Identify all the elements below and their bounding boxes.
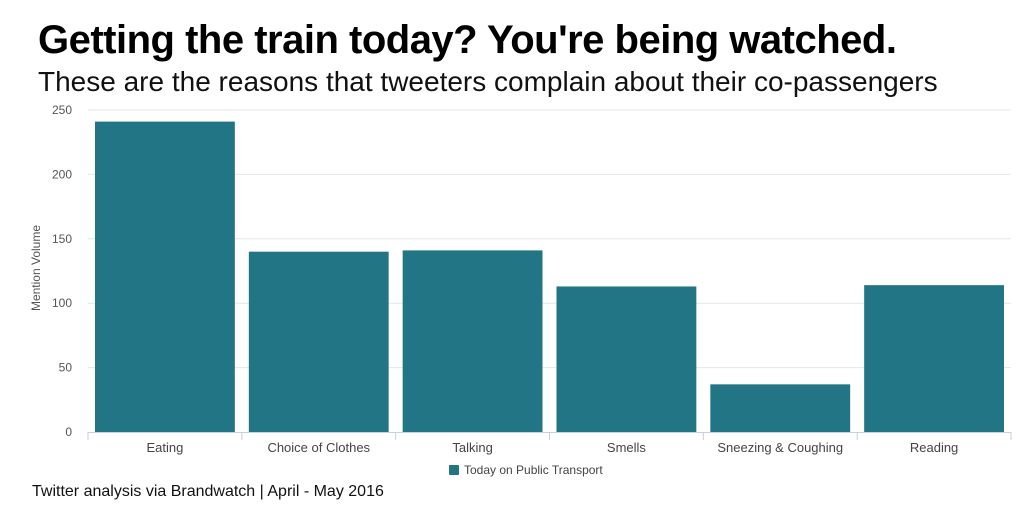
x-tick-label: Smells (607, 440, 647, 455)
y-tick-label: 150 (52, 232, 72, 246)
bar-eating[interactable] (95, 121, 235, 432)
legend[interactable]: Today on Public Transport (449, 463, 603, 477)
bar-talking[interactable] (402, 250, 543, 432)
x-tick-label: Eating (146, 440, 183, 455)
y-tick-label: 200 (52, 167, 72, 181)
bar-smells[interactable] (556, 286, 697, 432)
x-axis: Eating Choice of Clothes Talking Smells Snee… (87, 432, 1012, 455)
y-tick-label: 50 (59, 361, 73, 375)
bar-choice-of-clothes[interactable] (248, 251, 389, 432)
y-tick-label: 0 (65, 425, 72, 439)
y-axis-ticks: 0 50 100 150 200 250 (52, 103, 72, 439)
y-tick-label: 100 (52, 296, 72, 310)
legend-swatch (449, 465, 459, 475)
bar-reading[interactable] (864, 285, 1004, 432)
bar-series (95, 121, 1004, 432)
chart-subtitle: These are the reasons that tweeters comp… (38, 66, 938, 97)
legend-label: Today on Public Transport (464, 463, 603, 477)
x-tick-label: Sneezing & Coughing (717, 440, 843, 455)
source-note: Twitter analysis via Brandwatch | April … (32, 483, 384, 500)
x-tick-label: Talking (452, 440, 492, 455)
gridlines (88, 109, 1011, 369)
y-tick-label: 250 (52, 103, 72, 117)
bar-sneezing-coughing[interactable] (710, 384, 851, 432)
x-tick-label: Reading (910, 440, 958, 455)
chart-title: Getting the train today? You're being wa… (38, 18, 897, 62)
y-axis-title: Mention Volume (29, 225, 43, 311)
x-tick-label: Choice of Clothes (267, 440, 370, 455)
